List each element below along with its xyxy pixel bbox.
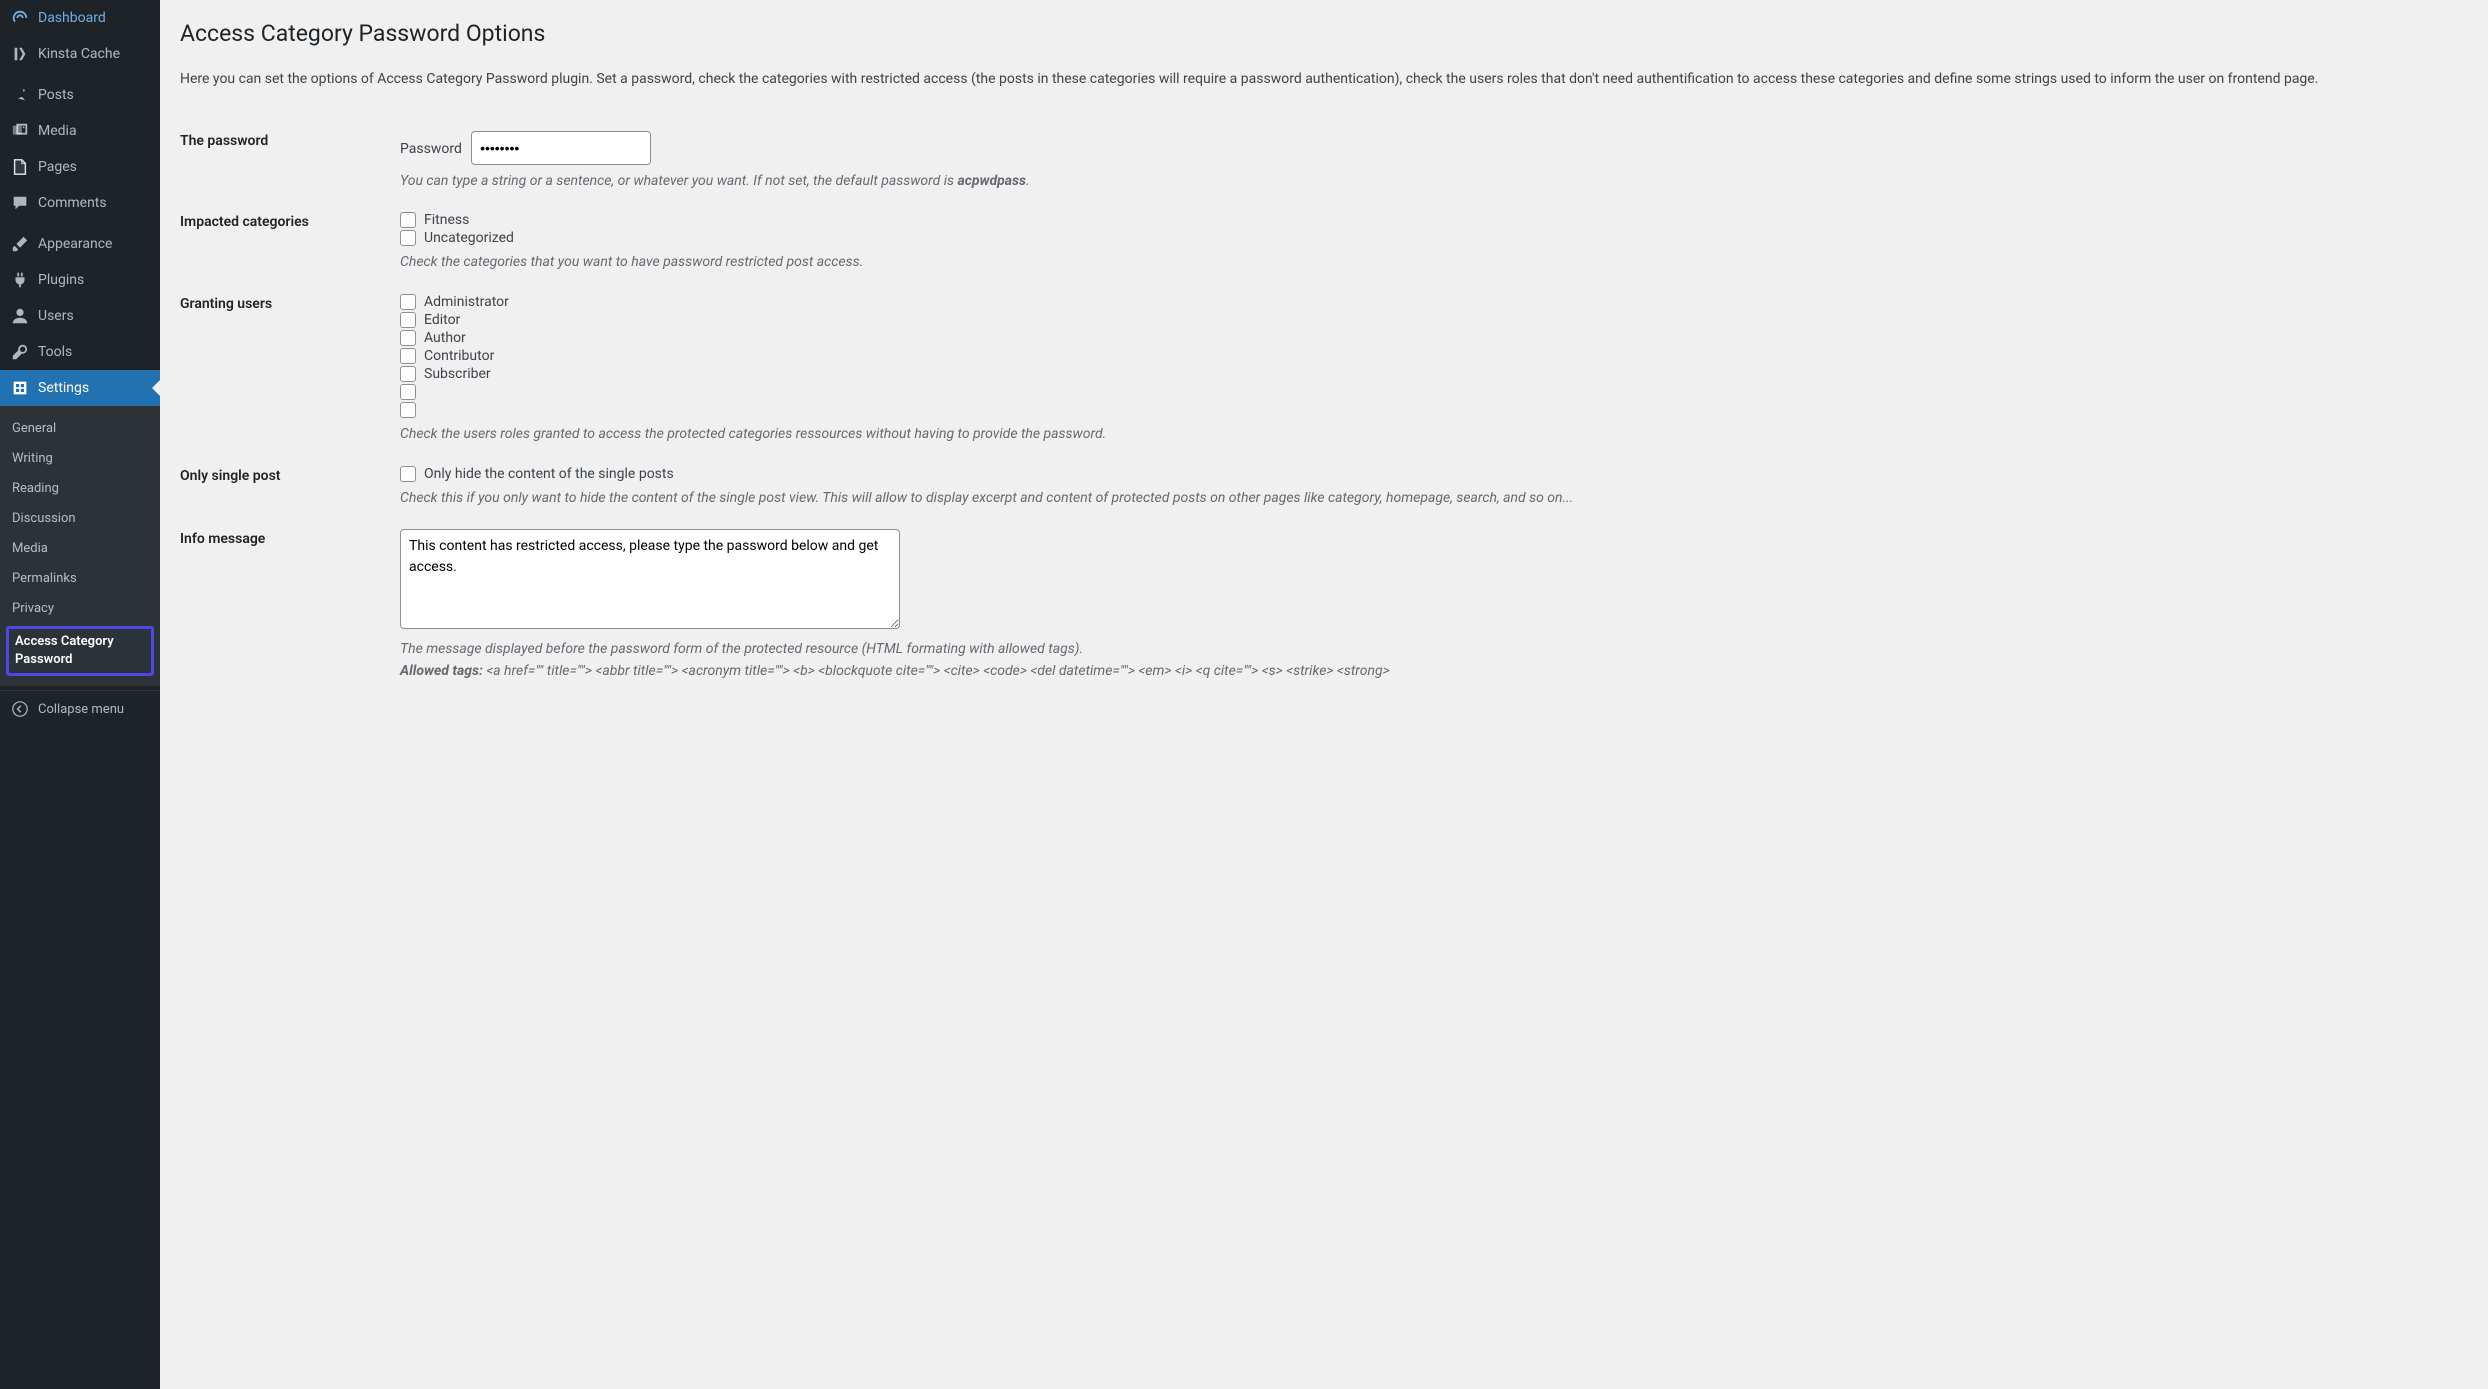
sidebar-item-label: Comments [38,194,107,212]
categories-description: Check the categories that you want to ha… [400,252,2468,274]
sidebar-item-label: Users [38,307,74,325]
sidebar-item-appearance[interactable]: Appearance [0,226,160,262]
password-description: You can type a string or a sentence, or … [400,171,2468,193]
sidebar-item-posts[interactable]: Posts [0,77,160,113]
sidebar-item-label: Plugins [38,271,84,289]
label-password: The password [180,131,400,149]
user-checkbox-label[interactable]: Contributor [424,348,494,364]
user-checkbox-row: Administrator [400,294,2468,310]
row-password: The password Password You can type a str… [180,111,2468,193]
sidebar-item-label: Settings [38,379,89,397]
dashboard-icon [10,8,30,28]
password-input[interactable] [471,131,651,165]
submenu-item-media[interactable]: Media [0,534,160,564]
user-checkbox-row [400,402,2468,418]
collapse-menu-button[interactable]: Collapse menu [0,690,160,727]
user-checkbox-blank-5[interactable] [400,384,416,400]
info-allowed-tags: Allowed tags: <a href="" title=""> <abbr… [400,661,2468,683]
submenu-item-general[interactable]: General [0,414,160,444]
sidebar-item-label: Kinsta Cache [38,45,120,63]
category-checkbox-label[interactable]: Fitness [424,212,469,228]
user-checkbox-label[interactable]: Administrator [424,294,509,310]
submenu-item-reading[interactable]: Reading [0,474,160,504]
pin-icon [10,85,30,105]
sliders-icon [10,378,30,398]
row-categories: Impacted categories Fitness Uncategorized… [180,192,2468,274]
user-checkbox-author[interactable] [400,330,416,346]
label-info: Info message [180,529,400,547]
sidebar-item-pages[interactable]: Pages [0,149,160,185]
sidebar-item-label: Pages [38,158,77,176]
users-description: Check the users roles granted to access … [400,424,2468,446]
info-description: The message displayed before the passwor… [400,639,2468,661]
page-icon [10,157,30,177]
category-checkbox-fitness[interactable] [400,212,416,228]
sidebar-item-tools[interactable]: Tools [0,334,160,370]
sidebar-item-label: Dashboard [38,9,106,27]
sidebar-item-media[interactable]: Media [0,113,160,149]
single-checkbox-row: Only hide the content of the single post… [400,466,2468,482]
label-users: Granting users [180,294,400,312]
sidebar-item-label: Media [38,122,77,140]
submenu-item-access-category-password[interactable]: Access Category Password [6,626,154,676]
submenu-item-writing[interactable]: Writing [0,444,160,474]
category-checkbox-row: Fitness [400,212,2468,228]
label-single: Only single post [180,466,400,484]
user-checkbox-editor[interactable] [400,312,416,328]
sidebar-item-dashboard[interactable]: Dashboard [0,0,160,36]
sidebar-item-label: Posts [38,86,74,104]
settings-submenu: GeneralWritingReadingDiscussionMediaPerm… [0,406,160,686]
category-checkbox-row: Uncategorized [400,230,2468,246]
user-checkbox-row: Contributor [400,348,2468,364]
submenu-item-permalinks[interactable]: Permalinks [0,564,160,594]
info-message-textarea[interactable] [400,529,900,629]
single-checkbox-label[interactable]: Only hide the content of the single post… [424,466,674,482]
user-checkbox-label[interactable]: Editor [424,312,460,328]
sidebar-item-settings[interactable]: Settings [0,370,160,406]
user-checkbox-row [400,384,2468,400]
row-single: Only single post Only hide the content o… [180,446,2468,510]
user-checkbox-blank-6[interactable] [400,402,416,418]
collapse-icon [10,699,30,719]
row-info: Info message The message displayed befor… [180,509,2468,682]
sidebar-item-kinsta-cache[interactable]: Kinsta Cache [0,36,160,72]
category-checkbox-uncategorized[interactable] [400,230,416,246]
user-icon [10,306,30,326]
user-checkbox-administrator[interactable] [400,294,416,310]
sidebar-item-label: Appearance [38,235,112,253]
page-title: Access Category Password Options [180,10,2468,69]
admin-sidebar: Dashboard Kinsta Cache Posts Media Pages Com… [0,0,160,1389]
user-checkbox-row: Subscriber [400,366,2468,382]
row-users: Granting users Administrator Editor Author… [180,274,2468,446]
single-description: Check this if you only want to hide the … [400,488,2468,510]
page-intro: Here you can set the options of Access C… [180,69,2468,91]
password-field-inline-label: Password [400,141,462,157]
brush-icon [10,234,30,254]
plug-icon [10,270,30,290]
sidebar-item-users[interactable]: Users [0,298,160,334]
user-checkbox-label[interactable]: Author [424,330,466,346]
user-checkbox-label[interactable]: Subscriber [424,366,491,382]
options-form: The password Password You can type a str… [180,111,2468,683]
label-categories: Impacted categories [180,212,400,230]
single-checkbox[interactable] [400,466,416,482]
category-checkbox-label[interactable]: Uncategorized [424,230,514,246]
user-checkbox-row: Author [400,330,2468,346]
submenu-item-privacy[interactable]: Privacy [0,594,160,624]
submenu-item-discussion[interactable]: Discussion [0,504,160,534]
media-icon [10,121,30,141]
comment-icon [10,193,30,213]
user-checkbox-row: Editor [400,312,2468,328]
sidebar-item-plugins[interactable]: Plugins [0,262,160,298]
sidebar-item-label: Tools [38,343,72,361]
collapse-menu-label: Collapse menu [38,702,124,717]
user-checkbox-contributor[interactable] [400,348,416,364]
wrench-icon [10,342,30,362]
user-checkbox-subscriber[interactable] [400,366,416,382]
kinsta-icon [10,44,30,64]
main-content: Access Category Password Options Here yo… [160,0,2488,1389]
sidebar-item-comments[interactable]: Comments [0,185,160,221]
